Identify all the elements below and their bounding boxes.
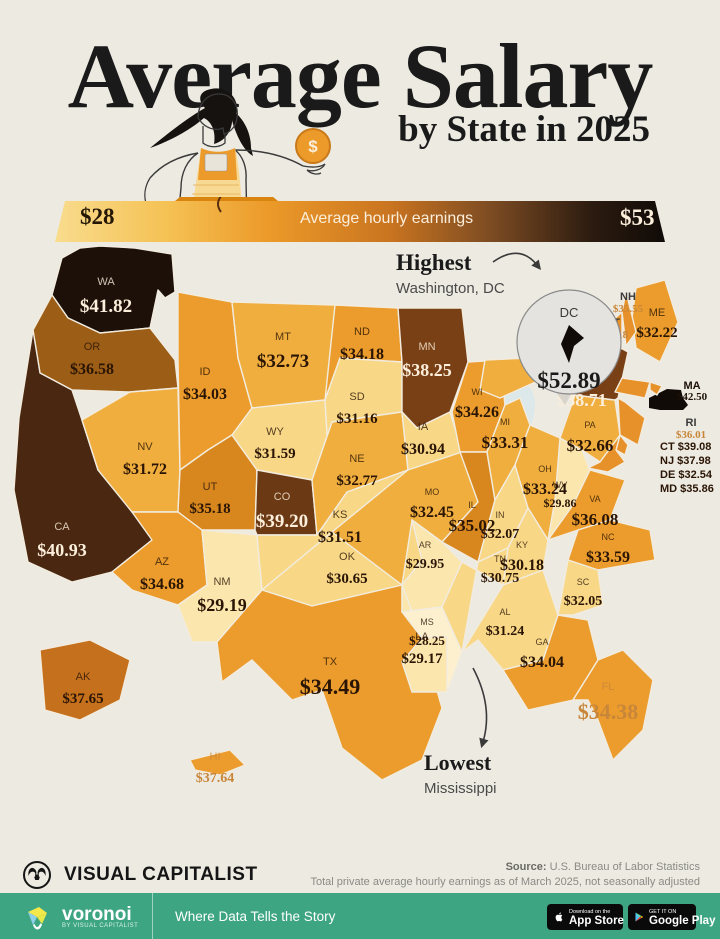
svg-text:$35.55: $35.55	[613, 303, 644, 315]
svg-text:GA: GA	[535, 637, 548, 647]
svg-text:$34.49: $34.49	[300, 674, 361, 699]
svg-text:VA: VA	[589, 494, 600, 504]
svg-text:WI: WI	[472, 387, 483, 397]
svg-text:$31.59: $31.59	[254, 446, 295, 462]
svg-text:NE: NE	[349, 453, 364, 465]
svg-text:MN: MN	[418, 341, 435, 353]
svg-text:AK: AK	[76, 671, 91, 683]
svg-text:$29.19: $29.19	[197, 595, 247, 615]
svg-text:NH: NH	[620, 291, 636, 303]
svg-text:$29.86: $29.86	[544, 496, 577, 510]
svg-text:OK: OK	[339, 551, 356, 563]
svg-text:Mississippi: Mississippi	[424, 780, 497, 797]
svg-text:$33.31: $33.31	[482, 433, 529, 452]
svg-text:$32.45: $32.45	[410, 504, 454, 521]
svg-text:CT $39.08: CT $39.08	[660, 441, 711, 453]
svg-text:AZ: AZ	[155, 556, 169, 568]
svg-text:$36.58: $36.58	[70, 361, 114, 378]
svg-text:$32.77: $32.77	[336, 473, 378, 489]
svg-text:$32.66: $32.66	[567, 436, 614, 455]
svg-text:$37.65: $37.65	[62, 691, 103, 707]
svg-text:$30.94: $30.94	[401, 441, 445, 458]
svg-text:DC: DC	[560, 305, 579, 320]
svg-text:$32.73: $32.73	[257, 351, 309, 372]
svg-text:$29.95: $29.95	[406, 557, 445, 572]
svg-text:KY: KY	[516, 540, 528, 550]
svg-text:CO: CO	[274, 491, 291, 503]
svg-text:$30.18: $30.18	[500, 557, 544, 574]
svg-text:NM: NM	[213, 576, 230, 588]
svg-text:NC: NC	[602, 532, 615, 542]
svg-text:$53: $53	[620, 205, 655, 230]
svg-text:$: $	[308, 137, 318, 156]
svg-text:SD: SD	[349, 391, 364, 403]
svg-text:KS: KS	[333, 509, 348, 521]
svg-text:$36.08: $36.08	[572, 510, 619, 529]
svg-text:IN: IN	[496, 510, 505, 520]
svg-text:$34.03: $34.03	[183, 386, 227, 403]
svg-text:ID: ID	[200, 366, 211, 378]
svg-text:$33.59: $33.59	[586, 549, 630, 566]
svg-text:WA: WA	[97, 276, 115, 288]
svg-text:$34.38: $34.38	[578, 699, 639, 724]
svg-text:IA: IA	[418, 421, 429, 433]
svg-text:Washington, DC: Washington, DC	[396, 280, 505, 297]
svg-text:$30.65: $30.65	[326, 571, 367, 587]
svg-text:$31.16: $31.16	[336, 411, 378, 427]
svg-text:MI: MI	[500, 417, 510, 427]
svg-text:FL: FL	[602, 681, 615, 693]
svg-text:HI: HI	[210, 751, 221, 763]
svg-text:PA: PA	[584, 420, 595, 430]
svg-text:$37.64: $37.64	[196, 771, 235, 786]
svg-text:$28.25: $28.25	[409, 633, 445, 648]
svg-text:CA: CA	[54, 521, 70, 533]
svg-text:OR: OR	[84, 341, 101, 353]
svg-text:$29.17: $29.17	[401, 651, 443, 667]
svg-text:MS: MS	[420, 617, 434, 627]
svg-text:UT: UT	[203, 481, 218, 493]
svg-text:$34.26: $34.26	[455, 404, 499, 421]
svg-text:AL: AL	[499, 607, 510, 617]
svg-text:AR: AR	[419, 540, 432, 550]
svg-text:$36.01: $36.01	[676, 429, 706, 441]
svg-text:$32.07: $32.07	[481, 527, 520, 542]
svg-text:WV: WV	[553, 480, 568, 490]
svg-text:WY: WY	[266, 426, 284, 438]
svg-text:$39.20: $39.20	[256, 511, 308, 532]
svg-text:IL: IL	[468, 500, 476, 510]
svg-text:$34.18: $34.18	[340, 346, 384, 363]
svg-text:$28: $28	[80, 204, 115, 229]
svg-text:MO: MO	[425, 487, 440, 497]
svg-text:SC: SC	[577, 577, 590, 587]
svg-text:NJ $37.98: NJ $37.98	[660, 455, 711, 467]
svg-text:$31.72: $31.72	[123, 461, 167, 478]
svg-text:$34.68: $34.68	[140, 576, 184, 593]
svg-text:$32.22: $32.22	[636, 325, 677, 341]
svg-text:MD $35.86: MD $35.86	[660, 483, 714, 495]
svg-text:$31.24: $31.24	[486, 624, 525, 639]
svg-text:$38.25: $38.25	[402, 360, 452, 380]
svg-text:Lowest: Lowest	[424, 750, 492, 775]
svg-text:$52.89: $52.89	[537, 368, 600, 393]
svg-text:TX: TX	[323, 656, 338, 668]
svg-text:$32.05: $32.05	[564, 594, 603, 609]
svg-text:$35.18: $35.18	[189, 501, 230, 517]
svg-text:ME: ME	[649, 307, 666, 319]
svg-text:DE $32.54: DE $32.54	[660, 469, 713, 481]
svg-text:$34.04: $34.04	[520, 654, 564, 671]
svg-text:$40.93: $40.93	[37, 540, 87, 560]
svg-text:$41.82: $41.82	[80, 296, 132, 317]
svg-text:$31.51: $31.51	[318, 529, 362, 546]
svg-text:Highest: Highest	[396, 250, 472, 275]
svg-text:RI: RI	[686, 417, 697, 429]
svg-text:Average hourly earnings: Average hourly earnings	[300, 210, 473, 227]
svg-text:$42.50: $42.50	[677, 391, 708, 403]
svg-text:ND: ND	[354, 326, 370, 338]
svg-text:NV: NV	[137, 441, 153, 453]
svg-text:OH: OH	[538, 464, 552, 474]
svg-text:MT: MT	[275, 331, 291, 343]
